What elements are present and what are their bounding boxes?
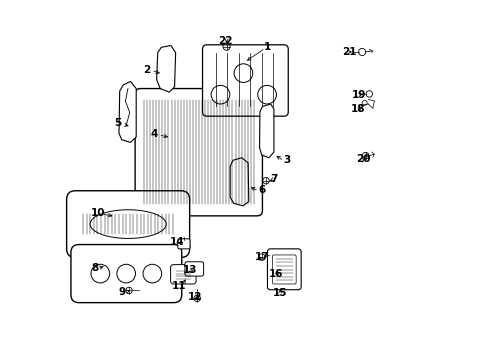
- Polygon shape: [119, 81, 136, 142]
- Text: 6: 6: [258, 185, 265, 195]
- Text: 8: 8: [91, 263, 98, 273]
- FancyBboxPatch shape: [178, 239, 190, 249]
- Text: 18: 18: [350, 104, 365, 114]
- Polygon shape: [230, 158, 248, 206]
- FancyBboxPatch shape: [272, 255, 296, 284]
- FancyBboxPatch shape: [170, 265, 196, 284]
- Text: 2: 2: [143, 64, 150, 75]
- Text: 16: 16: [268, 269, 283, 279]
- Text: 4: 4: [150, 129, 158, 139]
- Text: 22: 22: [218, 36, 233, 46]
- Text: 5: 5: [114, 118, 122, 128]
- Polygon shape: [156, 45, 175, 92]
- FancyBboxPatch shape: [66, 191, 189, 257]
- FancyBboxPatch shape: [202, 45, 287, 116]
- Text: 15: 15: [273, 288, 287, 298]
- Text: 13: 13: [183, 265, 197, 275]
- FancyBboxPatch shape: [267, 249, 301, 290]
- Text: 19: 19: [351, 90, 365, 100]
- FancyBboxPatch shape: [71, 244, 182, 303]
- Text: 21: 21: [341, 46, 356, 57]
- FancyBboxPatch shape: [184, 262, 203, 276]
- Text: 10: 10: [91, 208, 105, 218]
- Text: 14: 14: [169, 237, 184, 247]
- Text: 7: 7: [270, 174, 277, 184]
- Text: 20: 20: [356, 154, 370, 164]
- Text: 1: 1: [264, 42, 271, 52]
- Text: 17: 17: [254, 252, 268, 262]
- Text: 9: 9: [118, 287, 125, 297]
- FancyBboxPatch shape: [135, 89, 262, 216]
- Text: 3: 3: [283, 155, 290, 165]
- Text: 11: 11: [172, 281, 186, 291]
- Text: 12: 12: [187, 292, 202, 302]
- Polygon shape: [259, 104, 273, 158]
